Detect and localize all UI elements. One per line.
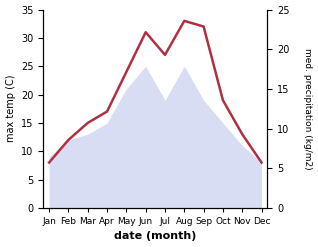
X-axis label: date (month): date (month): [114, 231, 197, 242]
Y-axis label: med. precipitation (kg/m2): med. precipitation (kg/m2): [303, 48, 313, 169]
Y-axis label: max temp (C): max temp (C): [5, 75, 16, 143]
